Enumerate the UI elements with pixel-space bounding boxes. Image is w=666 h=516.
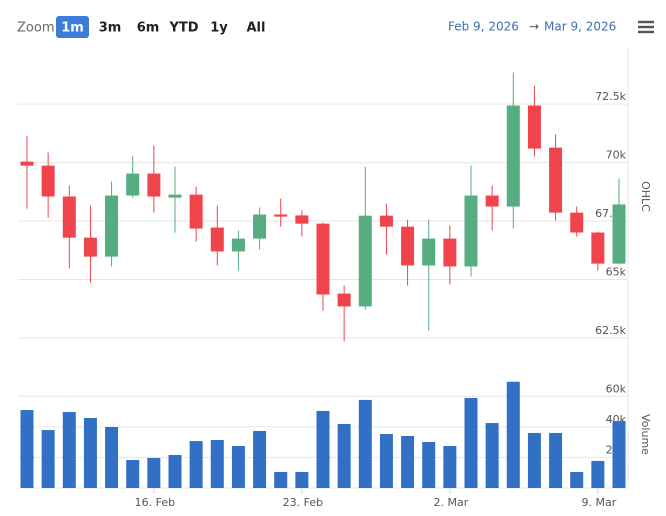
candle-body — [443, 238, 457, 267]
volume-bar — [485, 423, 499, 488]
candle-body — [210, 227, 224, 252]
volume-bar — [337, 423, 351, 488]
volume-bar — [295, 471, 309, 488]
y-tick-label: 62.5k — [595, 324, 626, 337]
candle-body — [591, 232, 605, 264]
zoom-button[interactable]: All — [247, 21, 266, 36]
candle-body — [337, 293, 351, 307]
menu-button[interactable] — [638, 20, 654, 34]
volume-bar — [422, 441, 436, 488]
x-tick-label: 23. Feb — [283, 496, 323, 509]
volume-bar — [527, 432, 541, 488]
range-start[interactable]: Feb 9, 2026 — [448, 20, 519, 34]
y-axis-title: OHLC — [639, 181, 652, 212]
x-tick-label: 2. Mar — [433, 496, 468, 509]
volume-bar — [20, 410, 34, 488]
candle-body — [549, 147, 563, 213]
candle-body — [485, 195, 499, 207]
y-tick-label: 60k — [606, 382, 627, 395]
volume-bar — [126, 460, 140, 488]
zoom-label: Zoom — [17, 21, 54, 36]
candle-body — [570, 212, 584, 233]
y-tick-label: 72.5k — [595, 90, 626, 103]
candle-body — [62, 196, 76, 238]
volume-bar — [62, 412, 76, 488]
candle-body — [401, 226, 415, 266]
volume-bar — [105, 427, 119, 488]
zoom-button[interactable]: 6m — [137, 21, 160, 36]
volume-bar — [231, 445, 245, 488]
candle-body — [20, 161, 34, 166]
volume-bar — [506, 381, 520, 488]
candle-body — [295, 215, 309, 224]
volume-bar — [464, 397, 478, 488]
volume-bar — [168, 454, 182, 488]
candle-body — [612, 204, 626, 264]
volume-bar — [41, 430, 55, 488]
range-arrow: → — [529, 20, 539, 34]
candle-body — [41, 165, 55, 197]
volume-bar — [253, 430, 267, 488]
candle-body — [358, 215, 372, 307]
candle-body — [253, 214, 267, 239]
volume-bar — [147, 458, 161, 488]
candle-body — [422, 238, 436, 266]
zoom-button[interactable]: 3m — [99, 21, 122, 36]
candle-body — [274, 214, 288, 217]
candle-body — [147, 173, 161, 197]
selected-button-bg — [56, 16, 89, 38]
candle-body — [527, 105, 541, 149]
candle-body — [379, 215, 393, 227]
volume-bar — [549, 432, 563, 488]
volume-bar — [83, 417, 97, 488]
y-axis-title: Volume — [639, 414, 652, 455]
volume-bar — [210, 440, 224, 488]
zoom-button[interactable]: YTD — [168, 21, 198, 36]
volume-bar — [358, 399, 372, 488]
zoom-button[interactable]: 1y — [210, 21, 228, 36]
candle-body — [83, 237, 97, 257]
volume-bar — [401, 436, 415, 488]
zoom-button[interactable]: 1m — [61, 21, 84, 36]
volume-bar — [274, 471, 288, 488]
x-tick-label: 16. Feb — [135, 496, 175, 509]
candle-body — [464, 195, 478, 267]
x-tick-label: 9. Mar — [581, 496, 616, 509]
range-end[interactable]: Mar 9, 2026 — [544, 20, 616, 34]
candle-body — [231, 238, 245, 252]
candle-body — [105, 195, 119, 257]
volume-bar — [316, 410, 330, 488]
volume-bar — [443, 445, 457, 488]
volume-bar — [379, 434, 393, 488]
y-tick-label: 65k — [606, 266, 627, 279]
volume-bar — [189, 441, 203, 488]
volume-bar — [570, 471, 584, 488]
volume-bar — [612, 421, 626, 488]
candle-body — [126, 173, 140, 196]
y-tick-label: 70k — [606, 149, 627, 162]
candle-body — [189, 194, 203, 229]
candle-body — [316, 223, 330, 295]
candle-body — [506, 105, 520, 207]
volume-bar — [591, 460, 605, 488]
candle-body — [168, 194, 182, 198]
